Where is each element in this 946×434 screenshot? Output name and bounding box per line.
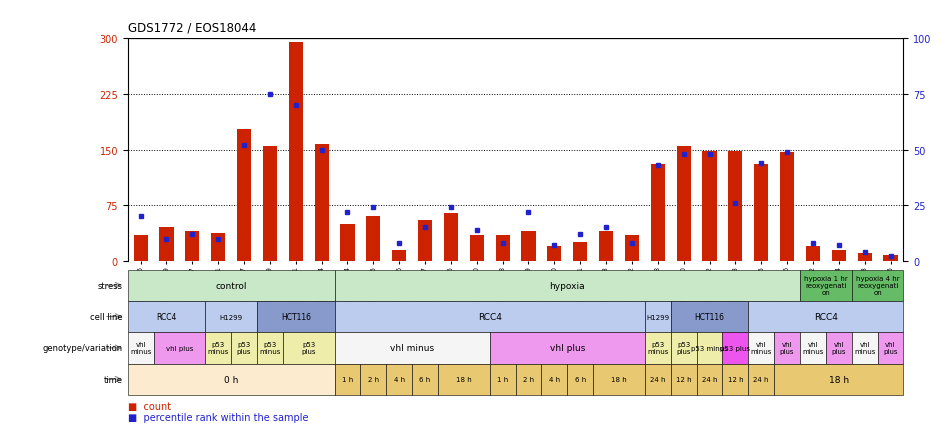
Bar xyxy=(289,43,303,261)
Bar xyxy=(185,232,200,261)
Text: 18 h: 18 h xyxy=(456,376,472,382)
Text: 24 h: 24 h xyxy=(702,376,717,382)
Text: control: control xyxy=(216,281,247,290)
Bar xyxy=(599,232,613,261)
Text: p53 minus: p53 minus xyxy=(692,345,727,351)
Text: time: time xyxy=(104,375,123,384)
Text: HCT116: HCT116 xyxy=(694,312,725,321)
Text: GDS1772 / EOS18044: GDS1772 / EOS18044 xyxy=(128,22,256,35)
Bar xyxy=(263,146,277,261)
Text: vhl
plus: vhl plus xyxy=(832,342,846,355)
Bar xyxy=(521,232,535,261)
Bar xyxy=(133,235,148,261)
Bar xyxy=(728,151,743,261)
Text: HCT116: HCT116 xyxy=(281,312,311,321)
Bar xyxy=(341,224,355,261)
Text: vhl
minus: vhl minus xyxy=(802,342,824,355)
Text: 24 h: 24 h xyxy=(753,376,769,382)
Bar xyxy=(159,228,174,261)
Bar xyxy=(857,254,872,261)
Text: hypoxia 1 hr
reoxygenati
on: hypoxia 1 hr reoxygenati on xyxy=(804,276,848,296)
Text: RCC4: RCC4 xyxy=(478,312,501,321)
Text: vhl plus: vhl plus xyxy=(550,344,585,352)
Text: 2 h: 2 h xyxy=(523,376,534,382)
Text: genotype/variation: genotype/variation xyxy=(43,344,123,352)
Text: 18 h: 18 h xyxy=(611,376,627,382)
Text: RCC4: RCC4 xyxy=(814,312,838,321)
Text: vhl plus: vhl plus xyxy=(166,345,193,351)
Text: p53
minus: p53 minus xyxy=(207,342,229,355)
Text: p53
minus: p53 minus xyxy=(647,342,669,355)
Text: 2 h: 2 h xyxy=(368,376,379,382)
Bar xyxy=(547,247,562,261)
Bar xyxy=(573,243,587,261)
Text: hypoxia 4 hr
reoxygenati
on: hypoxia 4 hr reoxygenati on xyxy=(856,276,900,296)
Text: vhl minus: vhl minus xyxy=(390,344,434,352)
Bar xyxy=(236,129,252,261)
Text: 12 h: 12 h xyxy=(675,376,692,382)
Text: 12 h: 12 h xyxy=(727,376,744,382)
Text: p53
plus: p53 plus xyxy=(236,342,252,355)
Bar xyxy=(832,250,846,261)
Bar xyxy=(780,152,795,261)
Text: p53
plus: p53 plus xyxy=(302,342,316,355)
Bar xyxy=(392,250,407,261)
Text: cell line: cell line xyxy=(91,312,123,321)
Bar xyxy=(444,213,458,261)
Text: 24 h: 24 h xyxy=(650,376,666,382)
Text: vhl
minus: vhl minus xyxy=(750,342,772,355)
Bar xyxy=(211,233,225,261)
Text: ■  percentile rank within the sample: ■ percentile rank within the sample xyxy=(128,412,308,421)
Text: ■  count: ■ count xyxy=(128,401,171,411)
Text: p53 plus: p53 plus xyxy=(720,345,750,351)
Text: H1299: H1299 xyxy=(646,314,670,320)
Text: vhl
minus: vhl minus xyxy=(130,342,151,355)
Text: hypoxia: hypoxia xyxy=(550,281,585,290)
Bar xyxy=(314,145,329,261)
Text: 0 h: 0 h xyxy=(224,375,238,384)
Text: 6 h: 6 h xyxy=(574,376,586,382)
Text: 18 h: 18 h xyxy=(829,375,849,384)
Text: stress: stress xyxy=(98,281,123,290)
Bar xyxy=(702,151,717,261)
Bar xyxy=(624,235,639,261)
Bar xyxy=(676,146,691,261)
Bar xyxy=(806,247,820,261)
Bar xyxy=(496,235,510,261)
Bar xyxy=(754,165,768,261)
Text: 1 h: 1 h xyxy=(497,376,508,382)
Text: 6 h: 6 h xyxy=(419,376,430,382)
Text: RCC4: RCC4 xyxy=(156,312,177,321)
Text: 1 h: 1 h xyxy=(342,376,353,382)
Bar xyxy=(366,217,380,261)
Text: p53
plus: p53 plus xyxy=(676,342,691,355)
Bar xyxy=(469,235,484,261)
Bar xyxy=(418,220,432,261)
Text: vhl
plus: vhl plus xyxy=(884,342,898,355)
Text: H1299: H1299 xyxy=(219,314,243,320)
Text: 4 h: 4 h xyxy=(394,376,405,382)
Text: vhl
minus: vhl minus xyxy=(854,342,875,355)
Bar xyxy=(651,165,665,261)
Text: vhl
plus: vhl plus xyxy=(780,342,795,355)
Text: p53
minus: p53 minus xyxy=(259,342,281,355)
Text: 4 h: 4 h xyxy=(549,376,560,382)
Bar xyxy=(884,255,898,261)
